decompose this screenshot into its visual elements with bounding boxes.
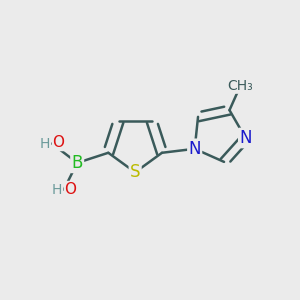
Text: O: O [52,136,64,151]
Text: CH₃: CH₃ [227,79,253,93]
Text: O: O [64,182,76,196]
Text: N: N [239,129,252,147]
Text: B: B [71,154,83,172]
Text: N: N [188,140,201,158]
Text: S: S [130,163,140,181]
Text: H: H [40,136,50,151]
Text: H: H [52,183,62,196]
